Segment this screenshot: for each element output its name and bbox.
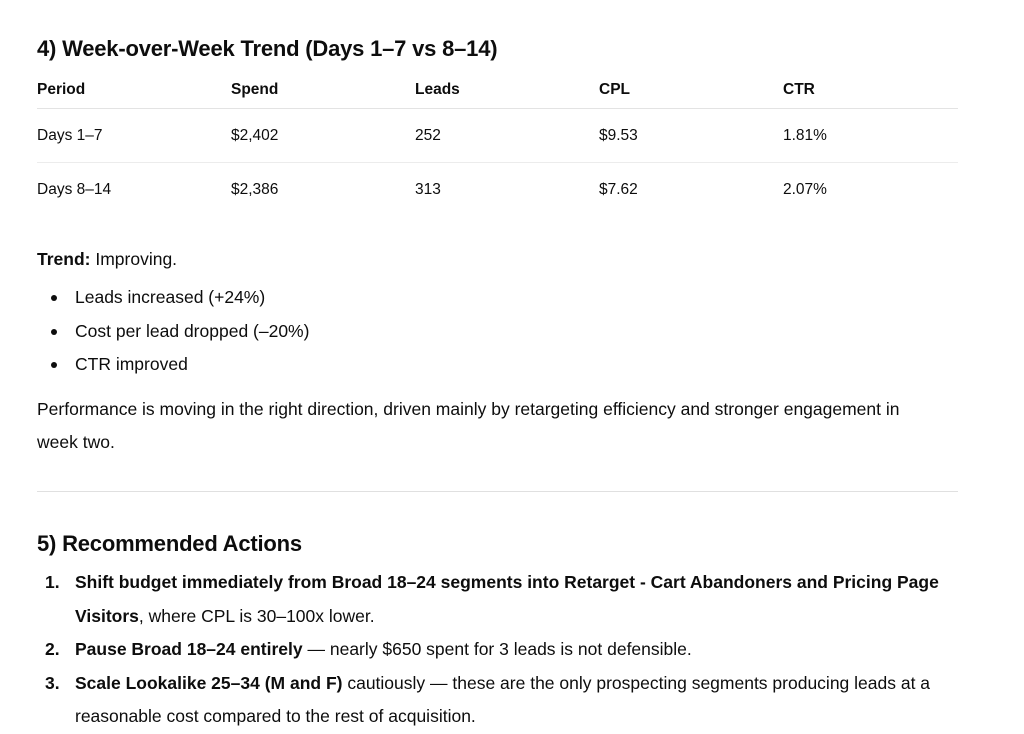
cell-period: Days 8–14: [37, 180, 112, 198]
list-number: 1.: [45, 572, 60, 592]
list-item: 1. Shift budget immediately from Broad 18…: [37, 566, 958, 633]
section-divider: [37, 491, 958, 492]
column-header-cpl: CPL: [599, 72, 783, 109]
column-header-leads: Leads: [415, 72, 599, 109]
action-emphasis: Scale Lookalike 25–34 (M and F): [75, 672, 343, 693]
cell-spend: $2,402: [231, 108, 415, 163]
section-heading-recommended-actions: 5) Recommended Actions: [37, 531, 302, 556]
bullet-text: CTR improved: [75, 354, 188, 374]
column-header-ctr: CTR: [783, 72, 958, 109]
bullet-icon: [51, 362, 57, 368]
bullet-text: Cost per lead dropped (–20%): [75, 320, 310, 341]
bullet-icon: [51, 295, 57, 301]
cell-leads: 313: [415, 180, 441, 198]
column-header-period: Period: [37, 72, 231, 109]
list-item: Leads increased (+24%): [37, 281, 309, 315]
action-text: , where CPL is 30–100x lower.: [138, 605, 375, 626]
cell-ctr: 1.81%: [783, 108, 958, 163]
list-number: 3.: [45, 672, 60, 693]
list-item: Cost per lead dropped (–20%): [37, 315, 309, 349]
section-heading-week-over-week: 4) Week-over-Week Trend (Days 1–7 vs 8–1…: [37, 36, 498, 61]
table-row: Days 1–7 $2,402 252 $9.53 1.81%: [37, 108, 958, 163]
list-item: CTR improved: [37, 348, 309, 382]
trend-statement: Trend: Improving.: [37, 243, 177, 276]
cell-cpl: $7.62: [599, 180, 638, 198]
cell-cpl: $9.53: [599, 108, 783, 163]
list-number: 2.: [45, 639, 60, 659]
column-header-spend: Spend: [231, 72, 415, 109]
trend-bullet-list: Leads increased (+24%) Cost per lead dro…: [37, 281, 309, 382]
list-item: 3. Scale Lookalike 25–34 (M and F) cautio…: [37, 667, 958, 734]
table-header-row: Period Spend Leads CPL CTR: [37, 72, 958, 109]
bullet-icon: [51, 328, 57, 335]
action-emphasis: Shift budget immediately from Broad 18–2…: [75, 572, 939, 626]
trend-value: Improving.: [90, 249, 178, 269]
action-text: — nearly $650 spent for 3 leads is not d…: [302, 639, 692, 659]
action-emphasis: Pause Broad 18–24 entirely: [75, 639, 303, 659]
list-item: 2. Pause Broad 18–24 entirely — nearly $6…: [37, 633, 958, 667]
cell-leads: 252: [415, 108, 599, 163]
cell-period: Days 1–7: [37, 108, 231, 163]
action-text: cautiously — these are the only prospect…: [75, 672, 931, 727]
cell-ctr: 2.07%: [783, 180, 827, 198]
table-row: Days 8–14 $2,386 313 $7.62 2.07%: [37, 163, 958, 217]
cell-spend: $2,386: [231, 180, 279, 198]
trend-summary-paragraph: Performance is moving in the right direc…: [37, 399, 900, 452]
bullet-text: Leads increased (+24%): [75, 287, 266, 307]
week-over-week-table: Period Spend Leads CPL CTR Days 1–7 $2,4…: [37, 72, 958, 216]
recommended-actions-list: 1. Shift budget immediately from Broad 18…: [37, 566, 958, 734]
trend-label: Trend:: [37, 249, 91, 269]
